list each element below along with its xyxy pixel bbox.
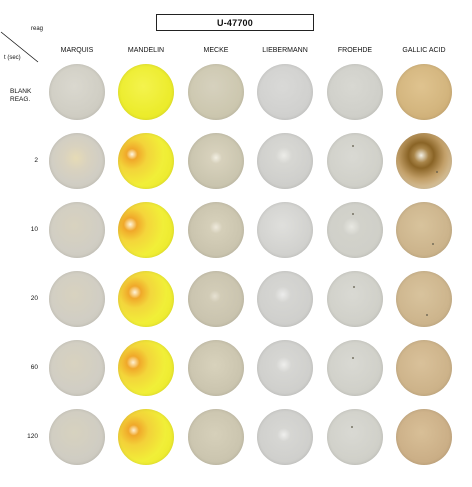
column-header-mecke: MECKE (203, 47, 229, 54)
page-title: U-47700 (217, 17, 253, 28)
column-header-mandelin: MANDELIN (127, 47, 165, 54)
spot-gallic-acid-blank (396, 64, 452, 120)
spot-mecke-120 (188, 409, 244, 465)
reagent-axis-label: reag (31, 26, 44, 32)
particle-speck (351, 426, 353, 428)
column-header-gallic-acid: GALLIC ACID (402, 47, 446, 54)
spot-marquis-2 (49, 133, 105, 189)
column-header-froehde: FROEHDE (337, 47, 373, 54)
spot-liebermann-10 (257, 202, 313, 258)
spot-liebermann-120 (257, 409, 313, 465)
spot-mandelin-blank (118, 64, 174, 120)
spot-liebermann-blank (257, 64, 313, 120)
particle-speck (436, 171, 438, 173)
spot-marquis-60 (49, 340, 105, 396)
spot-gallic-acid-2 (396, 133, 452, 189)
spot-gallic-acid-20 (396, 271, 452, 327)
spot-mecke-20 (188, 271, 244, 327)
particle-speck (352, 357, 354, 359)
spot-mandelin-120 (118, 409, 174, 465)
particle-speck (352, 145, 354, 147)
spot-mecke-10 (188, 202, 244, 258)
particle-speck (426, 314, 428, 316)
time-axis-label: t (sec) (4, 55, 21, 61)
spot-froehde-20 (327, 271, 383, 327)
spot-marquis-20 (49, 271, 105, 327)
spot-gallic-acid-120 (396, 409, 452, 465)
row-label-2: 2 (34, 157, 38, 164)
title-box: U-47700 (156, 14, 314, 31)
spot-mandelin-20 (118, 271, 174, 327)
spot-froehde-blank (327, 64, 383, 120)
spot-liebermann-60 (257, 340, 313, 396)
row-label-60: 60 (30, 364, 38, 371)
spot-liebermann-2 (257, 133, 313, 189)
row-label-120: 120 (27, 433, 38, 440)
spot-marquis-120 (49, 409, 105, 465)
table-corner-divider (0, 31, 39, 63)
row-label-blank: BLANK REAG. (10, 88, 32, 103)
particle-speck (352, 213, 354, 215)
column-header-marquis: MARQUIS (60, 47, 94, 54)
spot-liebermann-20 (257, 271, 313, 327)
column-header-liebermann: LIEBERMANN (262, 47, 308, 54)
spot-froehde-2 (327, 133, 383, 189)
spot-mandelin-10 (118, 202, 174, 258)
spot-gallic-acid-10 (396, 202, 452, 258)
spot-mecke-blank (188, 64, 244, 120)
spot-marquis-blank (49, 64, 105, 120)
spot-froehde-10 (327, 202, 383, 258)
row-label-20: 20 (30, 295, 38, 302)
spot-froehde-120 (327, 409, 383, 465)
spot-gallic-acid-60 (396, 340, 452, 396)
spot-froehde-60 (327, 340, 383, 396)
spot-marquis-10 (49, 202, 105, 258)
spot-mandelin-2 (118, 133, 174, 189)
particle-speck (432, 243, 434, 245)
spot-mandelin-60 (118, 340, 174, 396)
spot-mecke-60 (188, 340, 244, 396)
particle-speck (353, 286, 355, 288)
spot-mecke-2 (188, 133, 244, 189)
row-label-10: 10 (30, 226, 38, 233)
